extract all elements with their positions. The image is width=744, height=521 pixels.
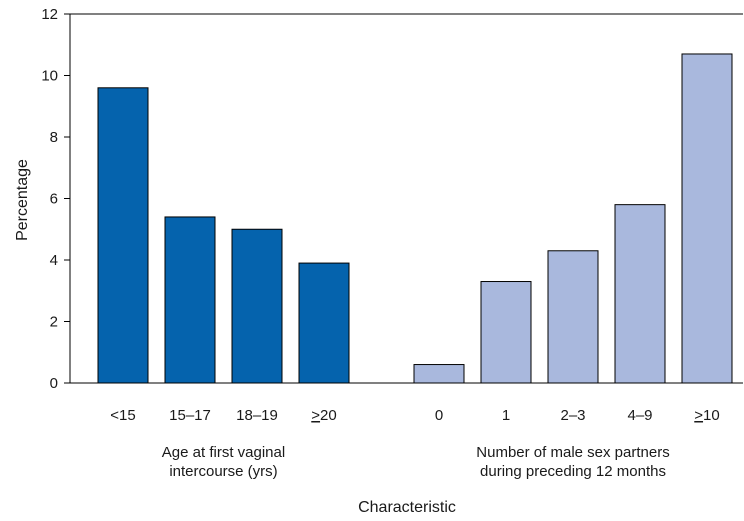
y-tick-label: 0 xyxy=(50,375,58,392)
x-axis-title: Characteristic xyxy=(358,499,456,516)
y-tick-label: 2 xyxy=(50,314,58,331)
y-tick-label: 12 xyxy=(41,6,58,23)
x-tick-label: 4–9 xyxy=(627,407,652,424)
group-label: Number of male sex partners xyxy=(476,444,669,461)
bar xyxy=(97,87,149,384)
x-tick-labels: <15 15–17 18–19 >20 0 1 2–3 4–9 >10 xyxy=(110,407,719,424)
group-label: during preceding 12 months xyxy=(480,463,666,480)
bar xyxy=(547,250,599,384)
x-tick-label: >10 xyxy=(694,407,719,424)
group-labels: Age at first vaginal intercourse (yrs) Num… xyxy=(162,444,670,480)
y-tick-label: 8 xyxy=(50,129,58,146)
y-tick-label: 6 xyxy=(50,191,58,208)
bar xyxy=(231,228,283,384)
x-tick-label: 1 xyxy=(502,407,510,424)
bar xyxy=(681,53,733,384)
x-tick-label: 15–17 xyxy=(169,407,211,424)
x-tick-label: 18–19 xyxy=(236,407,278,424)
bar xyxy=(413,364,465,384)
bars xyxy=(97,53,733,384)
bar xyxy=(480,281,532,384)
y-axis-title: Percentage xyxy=(14,159,31,241)
x-tick-label: <15 xyxy=(110,407,135,424)
bar xyxy=(614,204,666,384)
bar xyxy=(298,262,350,384)
bar xyxy=(164,216,216,384)
x-tick-label: >20 xyxy=(311,407,336,424)
x-tick-label: 2–3 xyxy=(560,407,585,424)
y-tick-label: 4 xyxy=(50,252,58,269)
group-label: Age at first vaginal xyxy=(162,444,285,461)
y-axis: 0 2 4 6 8 10 12 xyxy=(41,6,70,392)
x-tick-label: 0 xyxy=(435,407,443,424)
group-label: intercourse (yrs) xyxy=(169,463,277,480)
y-tick-label: 10 xyxy=(41,68,58,85)
